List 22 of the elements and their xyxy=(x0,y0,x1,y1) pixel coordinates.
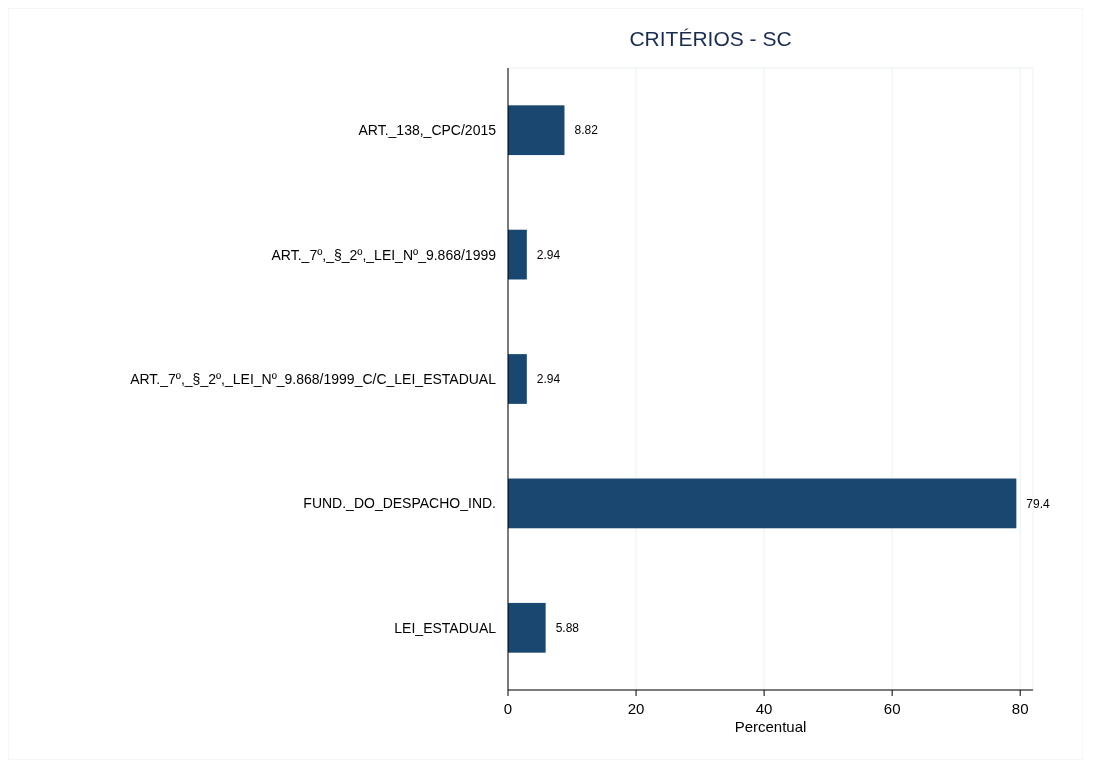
y-tick-label: ART._7º,_§_2º,_LEI_Nº_9.868/1999_C/C_LEI_ESTADUAL xyxy=(130,370,497,387)
data-label: 2.94 xyxy=(536,247,561,262)
y-tick-label: ART._138,_CPC/2015 xyxy=(358,122,497,139)
data-label: 79.4 xyxy=(1026,496,1051,511)
bar xyxy=(508,105,565,156)
bar xyxy=(508,478,1017,529)
data-label: 2.94 xyxy=(536,372,561,387)
x-tick-label: 20 xyxy=(627,700,645,717)
bar xyxy=(508,602,546,653)
x-tick-label: 60 xyxy=(883,700,901,717)
bar xyxy=(508,229,527,280)
x-tick-label: 0 xyxy=(503,700,513,717)
y-tick-label: LEI_ESTADUAL xyxy=(394,619,497,636)
y-tick-label: FUND._DO_DESPACHO_IND. xyxy=(303,495,496,512)
x-tick-label: 80 xyxy=(1011,700,1029,717)
data-label: 8.82 xyxy=(574,123,599,138)
bar xyxy=(508,354,527,404)
x-tick-label: 40 xyxy=(755,700,773,717)
x-axis-title: Percentual xyxy=(734,718,807,735)
chart-title: CRITÉRIOS - SC xyxy=(629,27,792,50)
y-tick-label: ART._7º,_§_2º,_LEI_Nº_9.868/1999 xyxy=(271,246,497,263)
data-label: 5.88 xyxy=(555,621,580,635)
